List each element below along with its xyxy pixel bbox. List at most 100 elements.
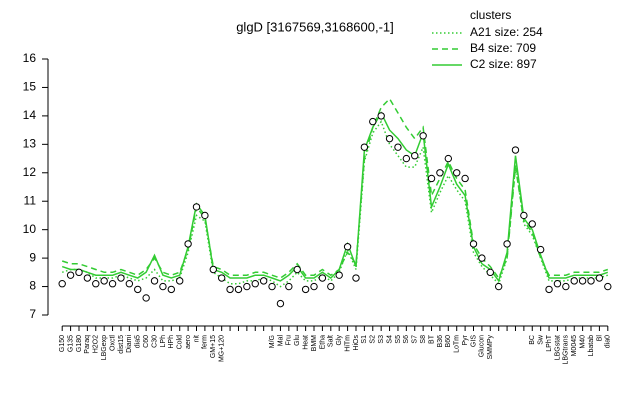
x-tick-label: GM+15 <box>210 335 217 358</box>
point <box>176 277 184 285</box>
point <box>352 274 360 282</box>
point <box>125 280 134 288</box>
point <box>411 152 419 160</box>
point <box>528 220 536 228</box>
point <box>243 282 251 291</box>
x-tick-label: LPh <box>160 335 167 348</box>
point <box>604 282 612 291</box>
point <box>167 285 176 294</box>
point <box>310 282 318 291</box>
x-tick-label: ferm <box>202 335 209 349</box>
point <box>293 265 301 274</box>
x-tick-label: BC <box>529 335 536 345</box>
y-tick-label: 14 <box>23 108 37 122</box>
point <box>251 280 259 288</box>
x-tick-label: C60 <box>143 335 150 348</box>
point <box>553 280 562 288</box>
point <box>335 271 343 279</box>
x-tick-label: S1 <box>361 335 368 344</box>
point <box>327 282 335 291</box>
x-tick-label: S4 <box>386 335 393 344</box>
cluster-line <box>61 111 609 283</box>
point <box>184 240 192 248</box>
point <box>134 285 142 294</box>
x-tick-label: LPhT <box>546 334 553 351</box>
point <box>578 277 587 285</box>
point <box>385 134 394 143</box>
x-tick-label: S7 <box>412 335 419 344</box>
x-tick-label: LoTm <box>454 335 461 353</box>
point <box>343 243 352 251</box>
point <box>436 169 444 177</box>
x-tick-label: M40 <box>579 335 586 349</box>
y-tick-label: 16 <box>23 51 37 65</box>
x-tick-label: Mal <box>277 335 284 347</box>
point <box>100 277 108 285</box>
x-tick-label: dia5 <box>135 335 142 348</box>
x-tick-label: Diami <box>126 335 133 353</box>
point <box>478 254 486 262</box>
point <box>461 174 469 183</box>
legend-label: A21 size: 254 <box>470 25 543 39</box>
x-tick-label: BMM <box>311 335 318 352</box>
x-tick-label: Bl <box>596 335 603 342</box>
y-tick-label: 10 <box>23 222 37 236</box>
x-tick-label: S6 <box>403 335 410 344</box>
point <box>545 285 553 294</box>
point <box>159 282 167 291</box>
point <box>301 285 310 294</box>
x-tick-label: M0045 <box>571 335 578 357</box>
legend-title: clusters <box>470 8 511 22</box>
point <box>453 169 461 177</box>
point <box>511 146 520 154</box>
x-tick-label: Oxctl <box>109 335 116 351</box>
x-tick-label: Glu <box>294 335 301 346</box>
x-tick-label: LBGstat <box>554 335 561 360</box>
y-tick-label: 12 <box>23 165 37 179</box>
point <box>377 112 385 120</box>
x-tick-label: G180 <box>76 335 83 352</box>
legend-label: C2 size: 897 <box>470 57 537 71</box>
point <box>402 154 411 163</box>
x-tick-label: Fru <box>286 335 293 346</box>
point <box>217 274 226 282</box>
point <box>486 268 494 277</box>
point <box>318 274 327 282</box>
x-tick-label: Heat <box>302 335 309 350</box>
x-tick-label: S8 <box>420 335 427 344</box>
x-tick-label: aero <box>185 335 192 349</box>
point <box>268 282 276 291</box>
point <box>520 211 528 220</box>
y-tick-label: 9 <box>29 250 36 264</box>
x-tick-label: HiOs <box>353 335 360 351</box>
x-tick-label: G150 <box>59 335 66 352</box>
x-tick-label: C30 <box>151 335 158 348</box>
point <box>394 143 402 151</box>
x-tick-label: SMMPy <box>487 335 494 360</box>
y-tick-label: 11 <box>24 193 37 207</box>
x-tick-label: BT <box>428 334 435 344</box>
point <box>444 154 453 163</box>
point <box>117 274 125 282</box>
point <box>570 277 578 285</box>
x-tick-label: MG+120 <box>219 335 226 362</box>
x-tick-label: Glucon <box>479 335 486 357</box>
x-tick-label: GIS <box>470 335 477 347</box>
point <box>209 265 217 274</box>
x-tick-label: LBGtrans <box>563 335 570 365</box>
point <box>192 203 201 211</box>
x-tick-label: B36 <box>437 335 444 348</box>
x-tick-label: nit <box>193 335 200 342</box>
point <box>259 277 268 285</box>
point <box>469 240 478 248</box>
x-tick-label: G135 <box>67 335 74 352</box>
x-tick-label: dia0 <box>605 335 612 348</box>
x-tick-label: HiTm <box>344 335 351 352</box>
cluster-line <box>61 97 609 280</box>
y-tick-label: 13 <box>23 137 37 151</box>
point <box>369 117 377 126</box>
point <box>83 274 92 282</box>
x-tick-label: S5 <box>395 335 402 344</box>
point <box>587 277 595 285</box>
point <box>150 277 159 285</box>
